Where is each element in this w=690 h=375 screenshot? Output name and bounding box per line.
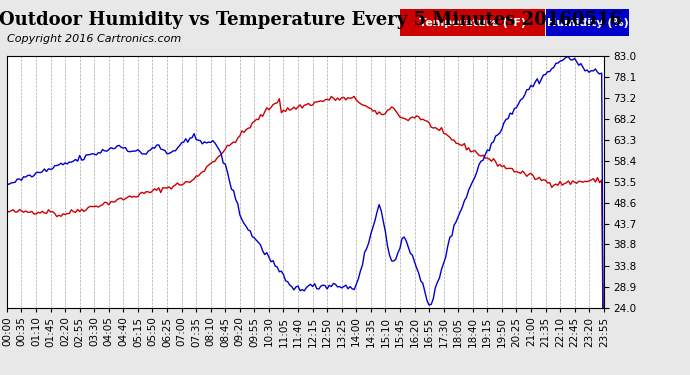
Text: Humidity (%): Humidity (%) — [547, 18, 629, 27]
Text: Copyright 2016 Cartronics.com: Copyright 2016 Cartronics.com — [7, 34, 181, 44]
Text: Outdoor Humidity vs Temperature Every 5 Minutes 20160516: Outdoor Humidity vs Temperature Every 5 … — [0, 11, 622, 29]
Text: Temperature (°F): Temperature (°F) — [419, 18, 526, 27]
